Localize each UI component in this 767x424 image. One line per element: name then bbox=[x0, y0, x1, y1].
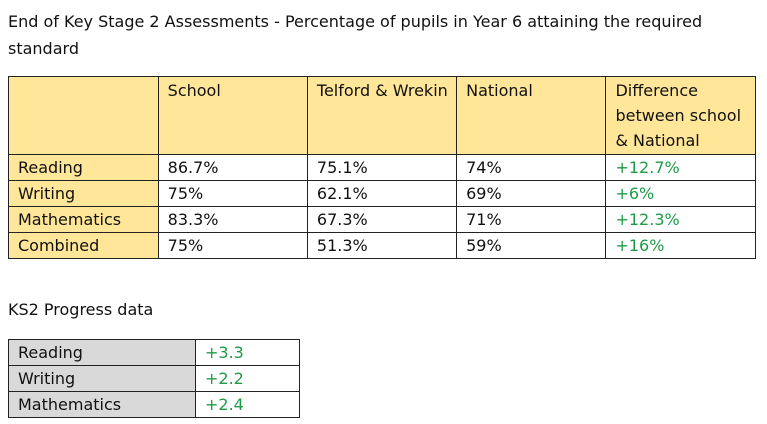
la-cell: 75.1% bbox=[306, 154, 458, 181]
school-cell: 75% bbox=[157, 180, 308, 207]
national-cell: 74% bbox=[456, 154, 607, 181]
table-row: Mathematics +2.4 bbox=[8, 391, 300, 418]
attainment-table: School Telford & Wrekin National Differe… bbox=[8, 76, 756, 259]
score-cell: +3.3 bbox=[195, 339, 300, 366]
header-cell: National bbox=[456, 76, 607, 155]
national-cell: 71% bbox=[456, 206, 607, 233]
national-cell: 59% bbox=[456, 232, 607, 259]
difference-cell: +16% bbox=[605, 232, 756, 259]
header-cell: School bbox=[157, 76, 308, 155]
progress-title: KS2 Progress data bbox=[8, 300, 154, 319]
difference-cell: +12.7% bbox=[605, 154, 756, 181]
national-cell: 69% bbox=[456, 180, 607, 207]
la-cell: 62.1% bbox=[306, 180, 458, 207]
page-title: End of Key Stage 2 Assessments - Percent… bbox=[8, 12, 703, 58]
header-cell bbox=[8, 76, 159, 155]
table-row: Writing +2.2 bbox=[8, 365, 300, 392]
school-cell: 86.7% bbox=[157, 154, 308, 181]
table-row: Mathematics 83.3% 67.3% 71% +12.3% bbox=[8, 206, 756, 233]
table-row: Combined 75% 51.3% 59% +16% bbox=[8, 232, 756, 259]
subject-cell: Combined bbox=[8, 232, 159, 259]
progress-table: Reading +3.3 Writing +2.2 Mathematics +2… bbox=[8, 339, 300, 418]
header-cell: Difference between school & National bbox=[605, 76, 756, 155]
school-cell: 75% bbox=[157, 232, 308, 259]
subject-cell: Writing bbox=[8, 180, 159, 207]
header-cell: Telford & Wrekin bbox=[306, 76, 458, 155]
subject-cell: Mathematics bbox=[8, 391, 196, 418]
subject-cell: Reading bbox=[8, 154, 159, 181]
table-row: Writing 75% 62.1% 69% +6% bbox=[8, 180, 756, 207]
la-cell: 51.3% bbox=[306, 232, 458, 259]
subject-cell: Writing bbox=[8, 365, 196, 392]
difference-cell: +6% bbox=[605, 180, 756, 207]
la-cell: 67.3% bbox=[306, 206, 458, 233]
school-cell: 83.3% bbox=[157, 206, 308, 233]
score-cell: +2.2 bbox=[195, 365, 300, 392]
difference-cell: +12.3% bbox=[605, 206, 756, 233]
score-cell: +2.4 bbox=[195, 391, 300, 418]
table-row: Reading 86.7% 75.1% 74% +12.7% bbox=[8, 154, 756, 181]
table-row: Reading +3.3 bbox=[8, 339, 300, 366]
subject-cell: Mathematics bbox=[8, 206, 159, 233]
table-header-row: School Telford & Wrekin National Differe… bbox=[8, 76, 756, 155]
subject-cell: Reading bbox=[8, 339, 196, 366]
